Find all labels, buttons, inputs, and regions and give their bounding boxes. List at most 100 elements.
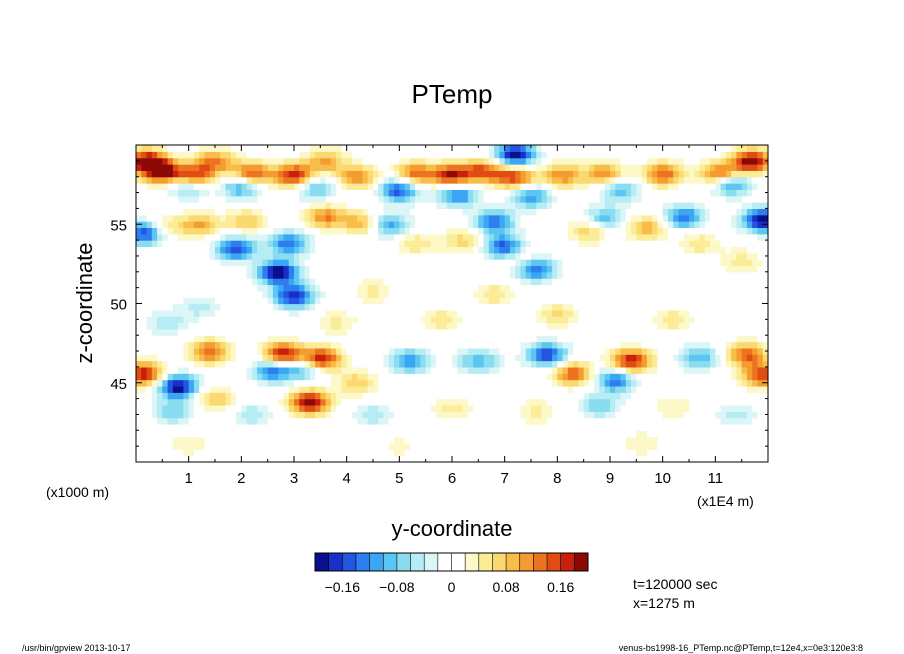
heatmap-cell — [757, 417, 764, 425]
heatmap-cell — [546, 221, 553, 229]
heatmap-cell — [199, 411, 206, 419]
heatmap-cell — [167, 398, 174, 406]
heatmap-cell — [351, 227, 358, 235]
heatmap-cell — [230, 202, 237, 209]
heatmap-cell — [488, 246, 495, 254]
heatmap-cell — [299, 442, 306, 450]
heatmap-cell — [683, 347, 690, 355]
heatmap-cell — [288, 214, 295, 222]
heatmap-cell — [283, 423, 290, 431]
heatmap-cell — [215, 411, 221, 419]
heatmap-cell — [594, 202, 601, 209]
heatmap-cell — [209, 335, 216, 343]
heatmap-cell — [151, 423, 158, 431]
heatmap-cell — [272, 417, 279, 425]
heatmap-cell — [673, 385, 680, 393]
heatmap-cell — [473, 436, 479, 444]
heatmap-cell — [272, 430, 279, 438]
heatmap-cell — [710, 335, 716, 343]
heatmap-cell — [215, 265, 221, 273]
heatmap-cell — [251, 208, 258, 216]
heatmap-cell — [278, 252, 285, 260]
heatmap-cell — [236, 360, 242, 368]
heatmap-cell — [246, 278, 253, 286]
heatmap-cell — [678, 271, 685, 279]
heatmap-cell — [699, 316, 706, 324]
heatmap-cell — [257, 297, 263, 305]
heatmap-cell — [283, 297, 290, 305]
heatmap-cell — [436, 347, 443, 355]
heatmap-cell — [552, 252, 558, 260]
heatmap-cell — [588, 360, 595, 368]
heatmap-cell — [499, 354, 506, 362]
heatmap-cell — [499, 214, 506, 222]
heatmap-cell — [720, 455, 727, 462]
heatmap-cell — [515, 328, 522, 336]
heatmap-cell — [509, 423, 516, 431]
heatmap-cell — [731, 297, 737, 305]
heatmap-cell — [357, 208, 364, 216]
heatmap-cell — [525, 214, 532, 222]
heatmap-cell — [215, 278, 221, 286]
heatmap-cell — [531, 208, 537, 216]
heatmap-cell — [409, 423, 416, 431]
heatmap-cell — [462, 404, 469, 412]
heatmap-cell — [467, 328, 474, 336]
heatmap-cell — [325, 227, 332, 235]
heatmap-cell — [509, 265, 516, 273]
heatmap-cell — [683, 379, 690, 387]
heatmap-cell — [330, 309, 337, 317]
heatmap-cell — [509, 385, 516, 393]
heatmap-cell — [720, 202, 727, 209]
heatmap-cell — [541, 423, 548, 431]
heatmap-cell — [573, 455, 579, 462]
heatmap-cell — [667, 341, 674, 349]
heatmap-cell — [320, 227, 327, 235]
heatmap-cell — [246, 290, 253, 298]
heatmap-cell — [573, 354, 579, 362]
heatmap-cell — [336, 354, 342, 362]
heatmap-cell — [394, 449, 400, 457]
heatmap-cell — [467, 430, 474, 438]
heatmap-cell — [309, 366, 316, 374]
heatmap-cell — [462, 442, 469, 450]
heatmap-cell — [278, 246, 285, 254]
heatmap-cell — [673, 379, 680, 387]
heatmap-cell — [631, 278, 637, 286]
heatmap-cell — [562, 430, 569, 438]
heatmap-cell — [278, 373, 285, 381]
heatmap-cell — [383, 366, 390, 374]
heatmap-cell — [741, 297, 748, 305]
heatmap-cell — [283, 335, 290, 343]
heatmap-cell — [367, 423, 374, 431]
heatmap-cell — [409, 335, 416, 343]
heatmap-cell — [452, 208, 458, 216]
heatmap-cell — [430, 290, 437, 298]
heatmap-cell — [731, 309, 737, 317]
heatmap-cell — [430, 202, 437, 209]
heatmap-cell — [667, 297, 674, 305]
heatmap-cell — [404, 322, 411, 330]
heatmap-cell — [178, 430, 184, 438]
heatmap-cell — [141, 303, 148, 311]
heatmap-cell — [620, 202, 627, 209]
heatmap-cell — [162, 278, 169, 286]
heatmap-cell — [204, 290, 211, 298]
heatmap-cell — [646, 221, 653, 229]
heatmap-cell — [531, 335, 537, 343]
heatmap-cell — [599, 347, 606, 355]
heatmap-cell — [230, 360, 237, 368]
heatmap-cell — [357, 227, 364, 235]
heatmap-cell — [294, 303, 300, 311]
heatmap-cell — [646, 227, 653, 235]
heatmap-cell — [320, 195, 327, 203]
heatmap-cell — [694, 328, 701, 336]
heatmap-cell — [399, 379, 406, 387]
heatmap-cell — [241, 252, 248, 260]
heatmap-cell — [699, 309, 706, 317]
heatmap-cell — [646, 449, 653, 457]
heatmap-cell — [488, 303, 495, 311]
heatmap-cell — [178, 309, 184, 317]
heatmap-cell — [225, 284, 232, 292]
heatmap-cell — [546, 252, 553, 260]
